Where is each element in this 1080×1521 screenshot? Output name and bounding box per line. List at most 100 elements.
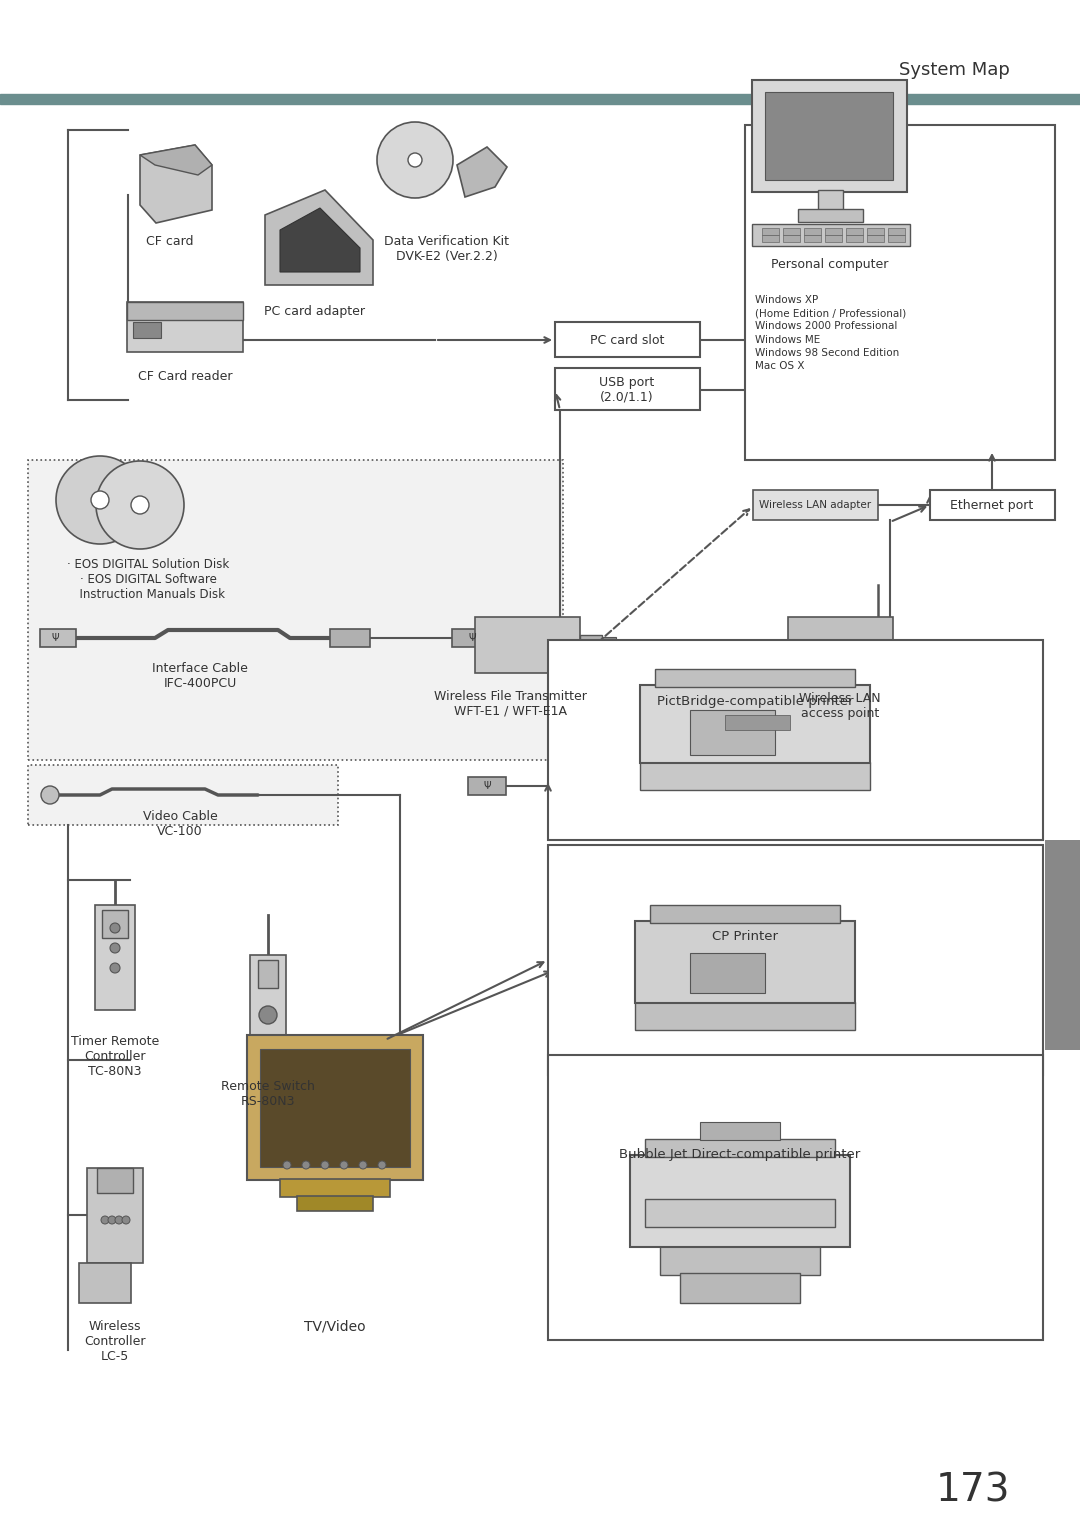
- Polygon shape: [280, 208, 360, 272]
- Bar: [249, 955, 286, 1060]
- Circle shape: [110, 963, 120, 973]
- Text: Data Verification Kit
DVK-E2 (Ver.2.2): Data Verification Kit DVK-E2 (Ver.2.2): [384, 236, 510, 263]
- Bar: [297, 1196, 373, 1211]
- Bar: [654, 669, 855, 687]
- Text: Ψ: Ψ: [483, 780, 490, 791]
- Polygon shape: [140, 144, 212, 224]
- Text: USB port
(2.0/1.1): USB port (2.0/1.1): [599, 376, 654, 405]
- Bar: [453, 630, 492, 646]
- Bar: [640, 762, 870, 789]
- Bar: [783, 236, 800, 242]
- Circle shape: [131, 496, 149, 514]
- Circle shape: [108, 1215, 116, 1224]
- Bar: [1045, 840, 1080, 1049]
- Circle shape: [102, 1215, 109, 1224]
- Circle shape: [41, 786, 59, 805]
- Bar: [825, 228, 842, 236]
- Bar: [745, 125, 1055, 459]
- Bar: [867, 236, 885, 242]
- Bar: [555, 368, 700, 411]
- Circle shape: [378, 1161, 386, 1170]
- Text: CF Card reader: CF Card reader: [138, 370, 232, 383]
- Bar: [127, 303, 243, 351]
- Bar: [650, 905, 840, 923]
- Bar: [798, 208, 863, 222]
- Circle shape: [302, 1161, 310, 1170]
- Bar: [635, 1002, 855, 1030]
- Text: Interface Cable
IFC-400PCU: Interface Cable IFC-400PCU: [152, 662, 248, 691]
- Circle shape: [321, 1161, 329, 1170]
- Bar: [548, 640, 1043, 840]
- Circle shape: [91, 491, 109, 510]
- Bar: [635, 922, 855, 1002]
- Bar: [102, 910, 129, 938]
- Text: Ψ: Ψ: [469, 633, 476, 643]
- Bar: [97, 1168, 133, 1192]
- Bar: [888, 228, 905, 236]
- Bar: [804, 228, 821, 236]
- Bar: [475, 618, 580, 672]
- Circle shape: [340, 1161, 348, 1170]
- Text: PC card adapter: PC card adapter: [265, 306, 365, 318]
- Bar: [580, 634, 602, 656]
- Polygon shape: [140, 144, 212, 175]
- Bar: [765, 91, 893, 179]
- Bar: [0, 94, 1080, 103]
- Text: · EOS DIGITAL Solution Disk
· EOS DIGITAL Software
  Instruction Manuals Disk: · EOS DIGITAL Solution Disk · EOS DIGITA…: [67, 558, 229, 601]
- Circle shape: [359, 1161, 367, 1170]
- Bar: [846, 236, 863, 242]
- Bar: [79, 1262, 131, 1303]
- Polygon shape: [265, 190, 373, 284]
- Bar: [818, 190, 843, 210]
- Bar: [888, 236, 905, 242]
- Text: CF card: CF card: [146, 236, 193, 248]
- Bar: [725, 715, 789, 730]
- Text: Wireless LAN adapter: Wireless LAN adapter: [759, 500, 872, 510]
- Bar: [825, 236, 842, 242]
- Bar: [87, 1168, 143, 1262]
- Bar: [867, 228, 885, 236]
- Bar: [690, 954, 765, 993]
- Circle shape: [122, 1215, 130, 1224]
- Polygon shape: [457, 148, 507, 198]
- Bar: [762, 236, 779, 242]
- Circle shape: [259, 1005, 276, 1024]
- Bar: [95, 905, 135, 1010]
- Bar: [280, 1179, 390, 1197]
- Bar: [330, 630, 370, 646]
- Bar: [602, 637, 616, 653]
- Bar: [660, 1246, 820, 1275]
- Text: Bubble Jet Direct-compatible printer: Bubble Jet Direct-compatible printer: [619, 1148, 861, 1161]
- Bar: [133, 322, 161, 338]
- Bar: [127, 303, 243, 319]
- Bar: [752, 81, 907, 192]
- Text: 173: 173: [935, 1471, 1010, 1509]
- Bar: [645, 1199, 835, 1227]
- Text: Personal computer: Personal computer: [771, 259, 889, 271]
- Bar: [804, 236, 821, 242]
- Circle shape: [110, 943, 120, 954]
- Circle shape: [110, 923, 120, 932]
- Text: Timer Remote
Controller
TC-80N3: Timer Remote Controller TC-80N3: [71, 1034, 159, 1078]
- Bar: [28, 459, 563, 760]
- Bar: [700, 1122, 780, 1141]
- Text: Wireless File Transmitter
WFT-E1 / WFT-E1A: Wireless File Transmitter WFT-E1 / WFT-E…: [433, 691, 586, 718]
- Text: PictBridge-compatible printer: PictBridge-compatible printer: [657, 695, 853, 707]
- Text: CP Printer: CP Printer: [712, 929, 778, 943]
- Circle shape: [114, 1215, 123, 1224]
- Circle shape: [56, 456, 144, 545]
- Circle shape: [408, 154, 422, 167]
- Text: Video Cable
VC-100: Video Cable VC-100: [143, 811, 217, 838]
- Bar: [548, 1056, 1043, 1340]
- Bar: [630, 1154, 850, 1247]
- Bar: [846, 228, 863, 236]
- Bar: [783, 228, 800, 236]
- Bar: [468, 777, 507, 795]
- Text: System Map: System Map: [900, 61, 1010, 79]
- Bar: [753, 490, 878, 520]
- Text: Wireless
Controller
LC-5: Wireless Controller LC-5: [84, 1320, 146, 1363]
- Text: TV/Video: TV/Video: [305, 1320, 366, 1334]
- Bar: [247, 1034, 423, 1180]
- Text: Wireless LAN
access point: Wireless LAN access point: [799, 692, 881, 719]
- Text: PC card slot: PC card slot: [590, 333, 664, 347]
